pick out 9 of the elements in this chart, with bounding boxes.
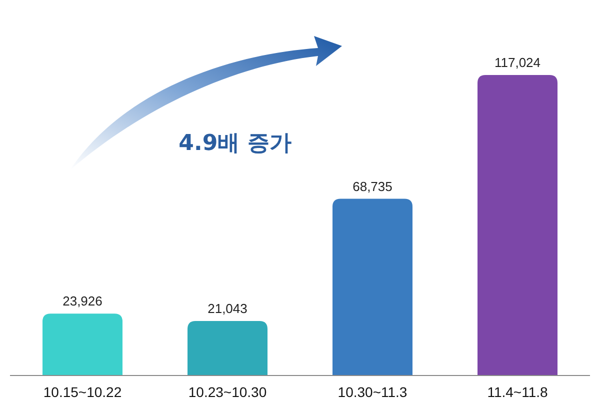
data-label: 21,043 xyxy=(208,301,248,316)
data-label: 23,926 xyxy=(62,294,102,309)
x-tick-label: 10.30~11.3 xyxy=(338,384,408,400)
x-tick-label: 10.15~10.22 xyxy=(43,384,122,400)
x-tick-label: 10.23~10.30 xyxy=(188,384,267,400)
data-label: 117,024 xyxy=(494,55,541,70)
data-label: 68,735 xyxy=(352,178,392,194)
annotation: 4.9배 증가 xyxy=(178,131,292,156)
x-tick-label: 11.4~11.8 xyxy=(487,384,548,400)
